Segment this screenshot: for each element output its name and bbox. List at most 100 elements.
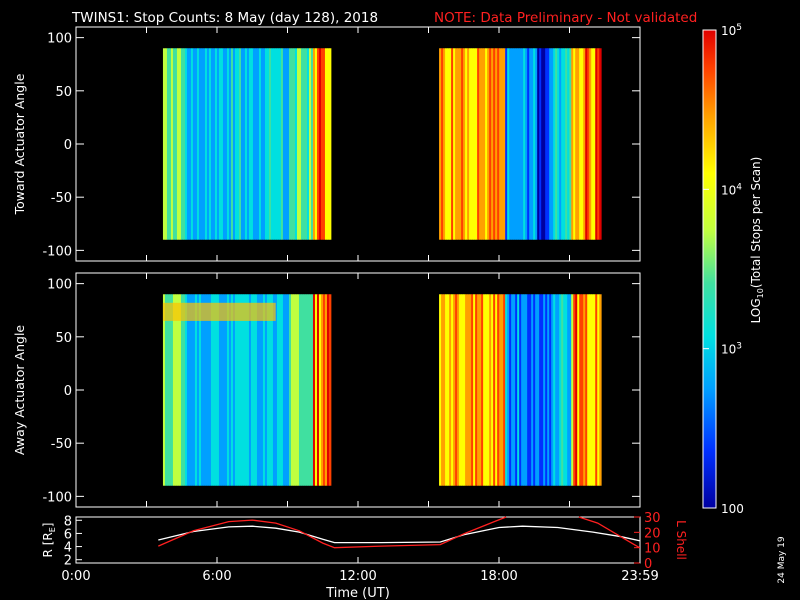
- y-tick-label: 8: [64, 514, 72, 529]
- y-tick-label: 50: [55, 85, 72, 100]
- y2-tick-label: 0: [644, 557, 652, 572]
- heatmap-column: [202, 48, 206, 240]
- y2-tick-label: 30: [644, 511, 661, 526]
- time-xlabel: Time (UT): [325, 586, 390, 600]
- heatmap-column: [234, 294, 238, 486]
- heatmap-column: [244, 294, 248, 486]
- heatmap-column: [274, 294, 278, 486]
- heatmap-column: [563, 294, 566, 486]
- heatmap-column: [284, 48, 288, 240]
- heatmap-column: [196, 294, 200, 486]
- heatmap-column: [328, 48, 332, 240]
- heatmap-column: [591, 294, 594, 486]
- colorbar-tick-label: 104: [721, 182, 742, 197]
- heatmap-column: [246, 294, 250, 486]
- heatmap-column: [192, 294, 196, 486]
- heatmap-column: [575, 294, 578, 486]
- radius-line: [158, 525, 640, 544]
- heatmap-column: [194, 48, 198, 240]
- heatmap-column: [248, 48, 252, 240]
- heatmap-column: [485, 48, 488, 240]
- heatmap-column: [214, 294, 218, 486]
- heatmap-column: [505, 48, 508, 240]
- heatmap-column: [569, 48, 572, 240]
- heatmap-column: [491, 294, 494, 486]
- heatmap-column: [278, 48, 282, 240]
- heatmap-column: [443, 48, 446, 240]
- heatmap-column: [581, 48, 584, 240]
- heatmap-column: [465, 48, 468, 240]
- heatmap-column: [545, 294, 548, 486]
- heatmap-column: [180, 48, 184, 240]
- heatmap-column: [252, 294, 256, 486]
- heatmap-column: [308, 294, 312, 486]
- y-tick-label: 0: [64, 384, 72, 399]
- heatmap-column: [172, 48, 176, 240]
- heatmap-column: [266, 294, 270, 486]
- y-tick-label: -50: [51, 191, 72, 206]
- heatmap-column: [583, 294, 586, 486]
- date-stamp: 24 May 19: [777, 536, 787, 584]
- heatmap-column: [216, 48, 220, 240]
- y-tick-label: -100: [42, 490, 72, 505]
- heatmap-column: [320, 48, 324, 240]
- heatmap-column: [208, 48, 212, 240]
- heatmap-column: [304, 48, 308, 240]
- heatmap-column: [282, 294, 286, 486]
- heatmap-column: [457, 294, 460, 486]
- y-tick-label: -100: [42, 244, 72, 259]
- heatmap-column: [210, 294, 214, 486]
- heatmap-column: [541, 48, 544, 240]
- heatmap-column: [326, 48, 330, 240]
- heatmap-column: [531, 294, 534, 486]
- heatmap-column: [206, 48, 210, 240]
- heatmap-column: [244, 48, 248, 240]
- heatmap-column: [206, 294, 210, 486]
- heatmap-column: [266, 48, 270, 240]
- heatmap-column: [557, 48, 560, 240]
- heatmap-column: [162, 294, 166, 486]
- heatmap-column: [188, 48, 192, 240]
- heatmap-column: [208, 294, 212, 486]
- heatmap-column: [559, 294, 562, 486]
- heatmap-column: [220, 48, 224, 240]
- heatmap-column: [170, 294, 174, 486]
- heatmap-column: [549, 294, 552, 486]
- heatmap-column: [210, 48, 214, 240]
- heatmap-column: [320, 294, 324, 486]
- heatmap-column: [216, 294, 220, 486]
- heatmap-column: [497, 48, 500, 240]
- heatmap-column: [240, 294, 244, 486]
- heatmap-column: [236, 294, 240, 486]
- heatmap-column: [192, 48, 196, 240]
- heatmap-column: [561, 48, 564, 240]
- heatmap-column: [475, 48, 478, 240]
- heatmap-column: [571, 48, 574, 240]
- toward-angle-panel: 100 50 0 -50 -100 Toward Actuator Angle: [12, 26, 641, 262]
- heatmap-column: [230, 48, 234, 240]
- y-tick-label: 100: [47, 278, 72, 293]
- heatmap-column: [483, 294, 486, 486]
- heatmap-column: [268, 48, 272, 240]
- heatmap-column: [571, 294, 574, 486]
- heatmap-column: [495, 294, 498, 486]
- heatmap-column: [236, 48, 240, 240]
- heatmap-column: [577, 48, 580, 240]
- y-tick-label: -50: [51, 437, 72, 452]
- heatmap-column: [513, 48, 516, 240]
- heatmap-column: [292, 48, 296, 240]
- heatmap-column: [214, 48, 218, 240]
- heatmap-column: [447, 294, 450, 486]
- heatmap-column: [278, 294, 282, 486]
- heatmap-column: [475, 294, 478, 486]
- heatmap-column: [469, 294, 472, 486]
- heatmap-column: [551, 294, 554, 486]
- heatmap-column: [499, 48, 502, 240]
- heatmap-column: [318, 48, 322, 240]
- heatmap-column: [521, 48, 524, 240]
- heatmap-column: [300, 48, 304, 240]
- heatmap-column: [527, 48, 530, 240]
- heatmap-column: [306, 294, 310, 486]
- heatmap-column: [250, 294, 254, 486]
